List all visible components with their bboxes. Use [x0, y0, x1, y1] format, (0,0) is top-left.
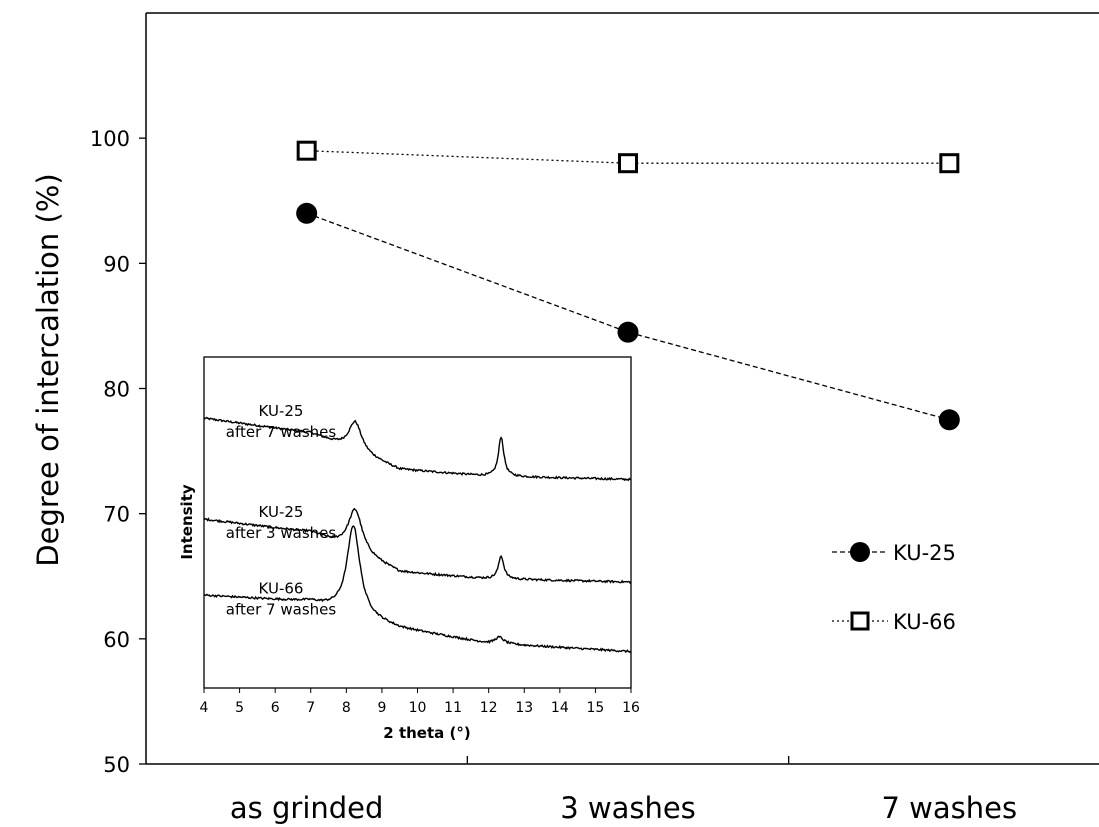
inset-x-tick-label: 6: [271, 700, 280, 716]
point-ku-25: [296, 202, 318, 224]
inset-x-tick-label: 12: [480, 700, 498, 716]
main-ticks: 50 60 70 80 90 100 as grinded 3 washes 7 washes: [90, 127, 1017, 825]
inset-x-axis-label: 2 theta (°): [383, 724, 470, 742]
y-tick-label: 90: [103, 252, 130, 276]
point-ku-66: [618, 153, 638, 174]
inset-x-tick-label: 9: [377, 700, 386, 716]
inset-frame: [203, 356, 632, 689]
inset-ticks: 4 5 6 7 8 9 10 11 12 13 14 15 16: [200, 688, 640, 716]
inset-trace-labels: KU-25 after 7 washes KU-25 after 3 washes KU…: [226, 402, 337, 618]
inset-x-tick-label: 7: [306, 700, 315, 716]
main-series-markers: [296, 140, 960, 431]
series-line-ku-25: [306, 212, 950, 421]
x-tick-label: 3 washes: [560, 791, 696, 825]
inset-trace-label-washes: after 7 washes: [226, 423, 337, 441]
x-tick-label: as grinded: [230, 791, 384, 825]
y-tick-label: 50: [103, 753, 130, 777]
xrd-trace: [203, 416, 632, 482]
inset-x-tick-label: 16: [622, 700, 640, 716]
legend-marker: [850, 542, 870, 562]
inset-trace-label-washes: after 3 washes: [226, 524, 337, 542]
legend-label: KU-66: [893, 610, 956, 634]
legend-marker: [850, 611, 870, 631]
inset-trace-label-washes: after 7 washes: [226, 600, 337, 618]
inset-x-tick-label: 13: [515, 700, 533, 716]
legend-label: KU-25: [893, 541, 956, 565]
inset-x-tick-label: 5: [235, 700, 244, 716]
point-ku-66: [939, 153, 960, 174]
xrd-trace: [203, 507, 632, 585]
inset-traces: [203, 416, 632, 654]
inset-x-tick-label: 11: [444, 700, 462, 716]
y-tick-label: 60: [103, 628, 130, 652]
y-axis-label: Degree of intercalation (%): [31, 173, 65, 566]
point-ku-25: [617, 321, 639, 343]
inset-trace-label-sample: KU-25: [259, 402, 304, 420]
xrd-trace: [203, 525, 632, 654]
inset-x-tick-label: 14: [551, 700, 569, 716]
x-tick-label: 7 washes: [882, 791, 1018, 825]
point-ku-66: [296, 140, 317, 161]
inset-x-tick-label: 4: [200, 700, 209, 716]
inset-trace-label-sample: KU-25: [259, 503, 304, 521]
y-tick-label: 100: [90, 127, 130, 151]
inset-x-tick-label: 15: [587, 700, 605, 716]
legend: KU-25 KU-66: [832, 541, 956, 634]
inset-y-axis-label: Intensity: [178, 484, 196, 560]
point-ku-25: [938, 409, 960, 431]
y-tick-label: 80: [103, 378, 130, 402]
inset-x-tick-label: 10: [409, 700, 427, 716]
inset-x-tick-label: 8: [342, 700, 351, 716]
inset-trace-label-sample: KU-66: [259, 579, 304, 597]
y-tick-label: 70: [103, 503, 130, 527]
